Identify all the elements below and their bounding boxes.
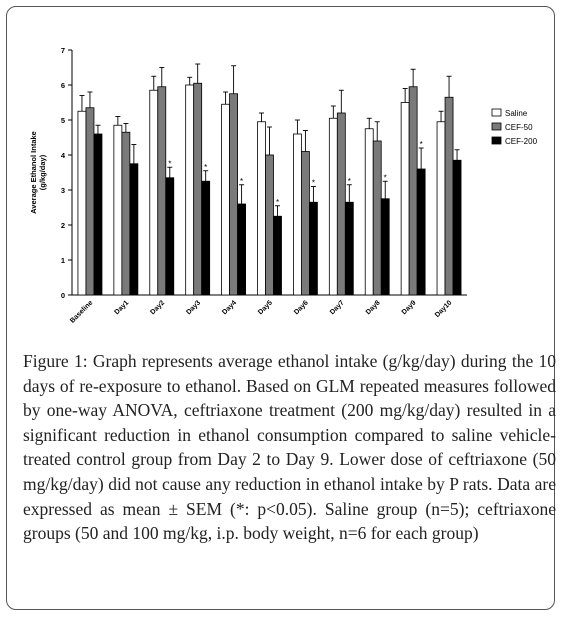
- significance-marker: *: [168, 159, 171, 168]
- bar: [380, 198, 390, 296]
- y-tick-label: 2: [61, 221, 65, 230]
- bar: [344, 201, 354, 296]
- y-tick-label: 6: [61, 81, 65, 90]
- bar: [193, 82, 203, 296]
- significance-marker: *: [384, 173, 387, 182]
- y-tick-label: 1: [61, 256, 65, 265]
- bar: [416, 168, 426, 296]
- x-tick-label: Day9: [401, 299, 418, 316]
- bar: [372, 140, 382, 296]
- bar: [408, 86, 418, 296]
- y-tick-label: 0: [61, 291, 65, 300]
- y-axis-label: Average Ethanol Intake(g/kg/day): [29, 131, 47, 214]
- bar: [237, 203, 246, 296]
- bar: [444, 96, 454, 296]
- bar: [364, 128, 374, 296]
- bar: [301, 151, 310, 296]
- bar: [452, 159, 462, 296]
- bar: [257, 121, 266, 296]
- bar: [77, 110, 87, 296]
- x-tick-label: Day7: [329, 299, 346, 316]
- significance-marker: *: [276, 198, 279, 207]
- bar: [185, 84, 195, 296]
- bar: [336, 112, 346, 296]
- bar: [121, 131, 131, 296]
- bar: [85, 107, 95, 296]
- x-tick-label: Day5: [257, 299, 274, 316]
- significance-marker: *: [420, 140, 423, 149]
- bar: [165, 177, 175, 296]
- x-tick-label: Day6: [293, 299, 310, 316]
- bar: [309, 201, 318, 296]
- significance-marker: *: [204, 163, 207, 172]
- bar: [400, 102, 410, 296]
- bar: [229, 93, 238, 296]
- x-tick-label: Day10: [434, 299, 454, 319]
- legend-label: CEF-200: [505, 137, 538, 146]
- bar: [293, 133, 302, 296]
- significance-marker: *: [312, 179, 315, 188]
- figure-caption: Figure 1: Graph represents average ethan…: [23, 351, 556, 544]
- bar: [265, 154, 274, 296]
- bar: [436, 121, 446, 296]
- bar-chart: 0 1 2 3 4 5 6 7 Average Ethanol Intake(g/kg/day)…: [29, 46, 538, 325]
- bar: [328, 117, 338, 296]
- legend-swatch: [491, 136, 502, 145]
- y-tick-label: 5: [61, 116, 65, 125]
- significance-marker: *: [240, 177, 243, 186]
- bar: [157, 86, 167, 296]
- x-tick-label: Day3: [185, 299, 202, 316]
- significance-marker: *: [348, 177, 351, 186]
- x-tick-label: Day1: [113, 299, 130, 316]
- legend-label: CEF-50: [505, 123, 533, 132]
- bar: [221, 103, 230, 296]
- y-tick-label: 7: [61, 46, 65, 55]
- bar: [93, 133, 103, 296]
- x-tick-label: Day8: [365, 299, 382, 316]
- x-tick-label: Baseline: [69, 299, 94, 324]
- bar: [201, 180, 211, 296]
- bar: [273, 215, 282, 296]
- y-tick-label: 3: [61, 186, 65, 195]
- legend-swatch: [491, 122, 502, 131]
- bar: [129, 163, 139, 296]
- bar: [149, 89, 159, 296]
- y-tick-label: 4: [61, 151, 66, 160]
- legend-label: Saline: [505, 109, 528, 118]
- figure-frame: 0 1 2 3 4 5 6 7 Average Ethanol Intake(g/kg/day)…: [6, 6, 556, 610]
- bar: [113, 124, 123, 296]
- legend-swatch: [491, 108, 502, 117]
- x-tick-label: Day2: [149, 299, 166, 316]
- x-tick-label: Day4: [221, 299, 238, 316]
